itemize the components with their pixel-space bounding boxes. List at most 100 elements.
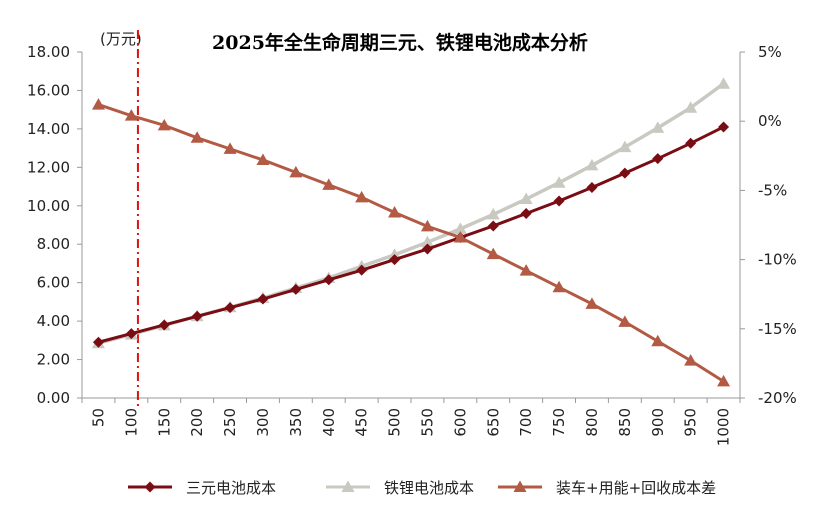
data-point bbox=[389, 254, 401, 266]
data-point bbox=[355, 190, 369, 203]
chart-title: 2025年全生命周期三元、铁锂电池成本分析 bbox=[212, 31, 588, 54]
data-point bbox=[718, 121, 730, 133]
data-point bbox=[685, 137, 697, 149]
x-tick-label: 50 bbox=[89, 408, 107, 427]
right-y-tick-label: -5% bbox=[758, 181, 787, 199]
x-tick-label: 100 bbox=[122, 408, 140, 437]
data-point bbox=[223, 142, 237, 154]
data-point bbox=[586, 182, 598, 194]
x-tick-label: 400 bbox=[320, 408, 338, 437]
tick-labels: 0.00 2.00 4.00 6.00 8.00 10.00 12.00 14.00 16.00… bbox=[27, 43, 797, 446]
data-point bbox=[519, 264, 533, 276]
x-tick-label: 950 bbox=[682, 408, 700, 437]
data-point bbox=[553, 195, 565, 207]
x-tick-label: 250 bbox=[221, 408, 239, 437]
data-point bbox=[618, 315, 632, 327]
data-point bbox=[190, 131, 204, 143]
left-y-tick-label: 18.00 bbox=[27, 43, 70, 61]
x-tick-label: 550 bbox=[418, 408, 436, 437]
data-point bbox=[388, 248, 402, 260]
left-y-tick-label: 0.00 bbox=[37, 389, 70, 407]
data-point bbox=[91, 98, 105, 110]
data-point bbox=[158, 319, 170, 331]
data-point bbox=[124, 109, 138, 121]
data-point bbox=[651, 121, 665, 133]
axes bbox=[77, 51, 745, 403]
data-point bbox=[519, 192, 533, 205]
data-point bbox=[552, 176, 566, 188]
left-y-tick-label: 12.00 bbox=[27, 158, 70, 176]
right-y-tick-label: 5% bbox=[758, 43, 782, 61]
data-point bbox=[684, 101, 698, 113]
x-tick-label: 150 bbox=[155, 408, 173, 437]
right-y-tick-label: -10% bbox=[758, 251, 797, 269]
series-0 bbox=[92, 121, 730, 348]
series-line bbox=[98, 82, 725, 345]
left-y-tick-label: 8.00 bbox=[37, 235, 70, 253]
data-point bbox=[619, 167, 631, 179]
data-point bbox=[486, 207, 500, 220]
legend-marker bbox=[513, 480, 527, 492]
legend-marker bbox=[144, 481, 156, 493]
left-y-tick-label: 2.00 bbox=[37, 351, 70, 369]
series-1 bbox=[91, 77, 731, 349]
data-point bbox=[157, 118, 171, 131]
x-tick-label: 650 bbox=[484, 408, 502, 437]
data-point bbox=[717, 77, 731, 89]
data-point bbox=[323, 274, 335, 286]
left-y-tick-label: 4.00 bbox=[37, 312, 70, 330]
series-line bbox=[98, 125, 725, 344]
left-y-tick-label: 14.00 bbox=[27, 120, 70, 138]
series-group bbox=[91, 77, 731, 387]
data-point bbox=[322, 178, 336, 190]
legend-item: 铁锂电池成本 bbox=[326, 479, 474, 497]
legend-label: 装车+用能+回收成本差 bbox=[556, 479, 716, 497]
x-tick-label: 450 bbox=[353, 408, 371, 437]
data-point bbox=[191, 310, 203, 322]
data-point bbox=[684, 354, 698, 366]
data-point bbox=[487, 220, 499, 232]
data-point bbox=[585, 158, 599, 171]
data-point bbox=[256, 153, 270, 165]
x-tick-label: 500 bbox=[386, 408, 404, 437]
left-y-tick-label: 6.00 bbox=[37, 274, 70, 292]
x-tick-label: 850 bbox=[616, 408, 634, 437]
data-point bbox=[486, 247, 500, 260]
legend: 三元电池成本 铁锂电池成本 装车+用能+回收成本差 bbox=[128, 479, 716, 497]
data-point bbox=[552, 280, 566, 293]
data-point bbox=[257, 293, 269, 305]
data-point bbox=[289, 165, 303, 178]
data-point bbox=[421, 243, 433, 255]
data-point bbox=[388, 206, 402, 218]
right-y-tick-label: -20% bbox=[758, 389, 797, 407]
data-point bbox=[717, 374, 731, 387]
x-tick-label: 750 bbox=[550, 408, 568, 437]
legend-item: 装车+用能+回收成本差 bbox=[498, 479, 716, 497]
x-tick-label: 600 bbox=[451, 408, 469, 437]
data-point bbox=[585, 297, 599, 309]
data-point bbox=[453, 222, 467, 234]
data-point bbox=[652, 153, 664, 165]
data-point bbox=[356, 264, 368, 276]
data-point bbox=[125, 328, 137, 340]
x-tick-label: 200 bbox=[188, 408, 206, 437]
data-point bbox=[92, 336, 104, 348]
legend-item: 三元电池成本 bbox=[128, 479, 276, 497]
x-tick-label: 700 bbox=[517, 408, 535, 437]
series-line bbox=[97, 103, 725, 383]
x-tick-label: 800 bbox=[583, 408, 601, 437]
left-y-tick-label: 16.00 bbox=[27, 81, 70, 99]
data-point bbox=[420, 235, 434, 248]
data-point bbox=[618, 140, 632, 153]
data-point bbox=[420, 219, 434, 232]
x-tick-label: 900 bbox=[649, 408, 667, 437]
y-axis-unit-label: (万元) bbox=[100, 30, 142, 48]
legend-marker bbox=[341, 480, 355, 492]
series-2 bbox=[91, 98, 731, 387]
x-tick-label: 1000 bbox=[715, 408, 733, 446]
data-point bbox=[520, 207, 532, 219]
x-tick-label: 300 bbox=[254, 408, 272, 437]
left-y-tick-label: 10.00 bbox=[27, 197, 70, 215]
